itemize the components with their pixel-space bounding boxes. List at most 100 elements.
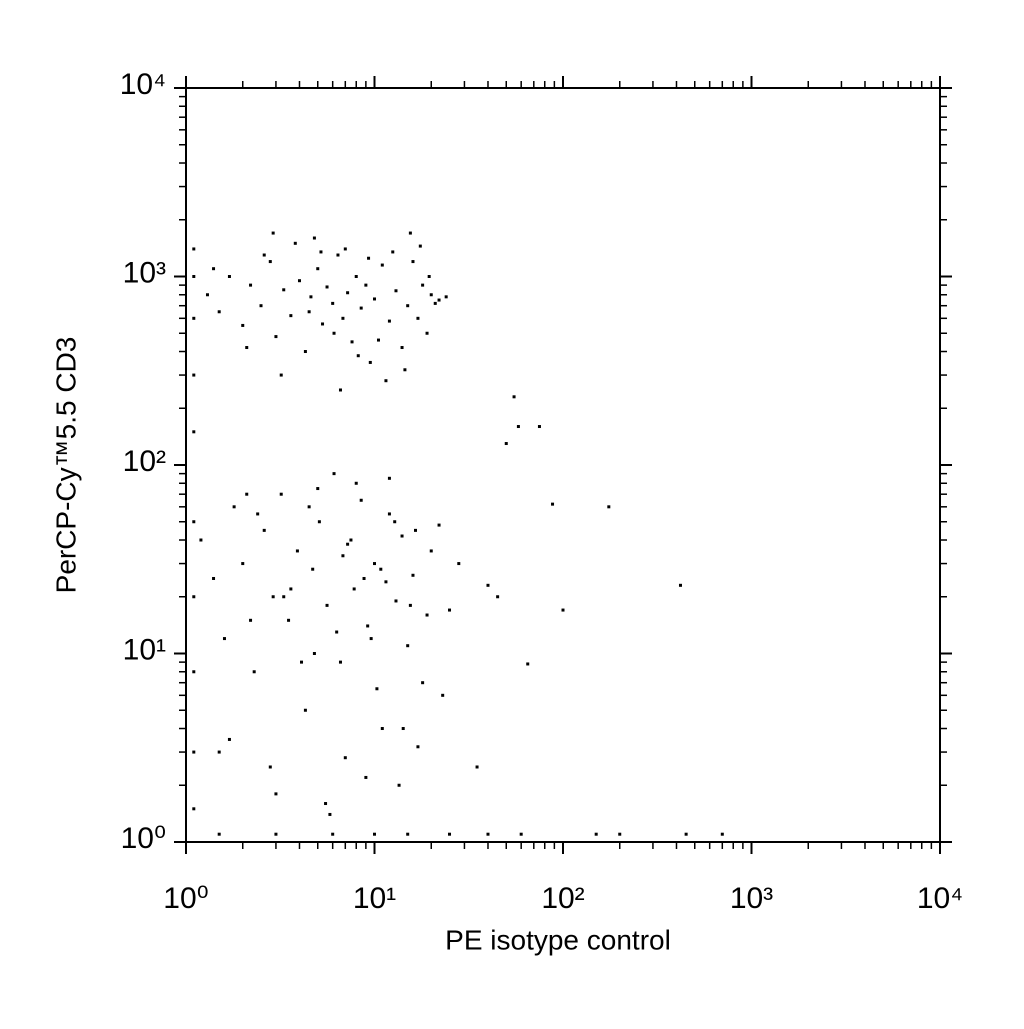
data-point — [352, 587, 356, 591]
data-point — [429, 293, 433, 297]
data-point — [328, 812, 332, 816]
data-point — [287, 618, 291, 622]
data-point — [433, 301, 437, 305]
data-point — [199, 538, 203, 542]
data-point — [349, 538, 353, 542]
data-point — [312, 652, 316, 655]
data-point — [437, 523, 441, 527]
data-point — [429, 549, 433, 553]
data-point — [338, 660, 342, 664]
data-point — [312, 236, 316, 240]
data-point — [401, 727, 405, 731]
data-point — [245, 492, 249, 496]
data-point — [303, 350, 307, 354]
data-point — [289, 587, 293, 591]
data-point — [300, 660, 304, 664]
data-point — [249, 618, 253, 622]
data-point — [268, 765, 272, 769]
data-point — [217, 750, 221, 754]
data-point — [303, 708, 307, 712]
data-point — [384, 379, 388, 383]
data-point — [678, 583, 682, 587]
x-tick-label: 10² — [541, 882, 584, 915]
data-point — [259, 304, 263, 308]
data-point — [393, 520, 397, 524]
data-point — [391, 250, 395, 254]
data-point — [413, 528, 417, 532]
data-point — [343, 756, 347, 760]
data-point — [321, 322, 325, 326]
data-point — [289, 314, 293, 318]
data-point — [444, 295, 448, 299]
data-point — [262, 253, 266, 257]
x-tick-label: 10¹ — [353, 882, 396, 915]
data-point — [356, 354, 360, 358]
data-point — [354, 481, 358, 485]
data-point — [380, 263, 384, 267]
data-point — [192, 247, 196, 251]
data-point — [309, 295, 313, 299]
data-point — [319, 250, 323, 254]
data-point — [516, 425, 520, 429]
x-tick-label: 10⁴ — [917, 882, 963, 915]
plot-frame — [185, 87, 941, 843]
data-point — [387, 512, 391, 516]
data-point — [394, 289, 398, 293]
data-point — [384, 580, 388, 584]
data-point — [192, 670, 196, 674]
data-point — [338, 388, 342, 392]
data-point — [421, 283, 425, 287]
data-point — [684, 832, 688, 836]
data-point — [332, 472, 336, 476]
data-point — [316, 487, 320, 491]
data-point — [268, 260, 272, 264]
data-point — [425, 331, 429, 335]
data-point — [416, 316, 420, 320]
data-point — [425, 613, 429, 617]
data-point — [341, 554, 345, 558]
data-point — [367, 256, 371, 260]
data-point — [618, 832, 622, 836]
data-point — [346, 291, 350, 295]
data-point — [551, 502, 555, 506]
y-tick-label: 10¹ — [123, 633, 166, 666]
data-point — [375, 687, 379, 691]
data-point — [274, 335, 278, 339]
data-point — [394, 599, 398, 603]
data-point — [408, 603, 412, 607]
data-point — [341, 316, 345, 320]
data-point — [192, 275, 196, 278]
data-point — [406, 304, 410, 308]
data-point — [411, 260, 415, 264]
data-point — [311, 567, 315, 571]
data-point — [205, 293, 209, 297]
data-point — [316, 267, 320, 271]
data-point — [387, 476, 391, 480]
data-point — [232, 505, 236, 509]
data-point — [486, 832, 490, 836]
data-point — [475, 765, 479, 769]
data-point — [271, 231, 275, 235]
data-point — [373, 832, 376, 836]
data-point — [366, 624, 370, 628]
data-point — [192, 430, 196, 434]
data-point — [437, 298, 441, 302]
data-point — [192, 750, 196, 754]
data-point — [331, 832, 335, 836]
data-point — [720, 832, 724, 836]
data-point — [354, 275, 358, 278]
data-point — [397, 783, 401, 787]
data-point — [418, 244, 422, 248]
data-point — [376, 338, 380, 342]
x-tick-label: 10³ — [730, 882, 773, 915]
data-point — [411, 573, 415, 577]
data-point — [217, 310, 221, 314]
data-point — [368, 360, 372, 364]
data-point — [325, 285, 329, 289]
data-point — [307, 310, 311, 314]
data-point — [400, 534, 404, 538]
data-point — [379, 567, 383, 571]
data-point — [192, 807, 196, 811]
data-point — [282, 595, 286, 599]
